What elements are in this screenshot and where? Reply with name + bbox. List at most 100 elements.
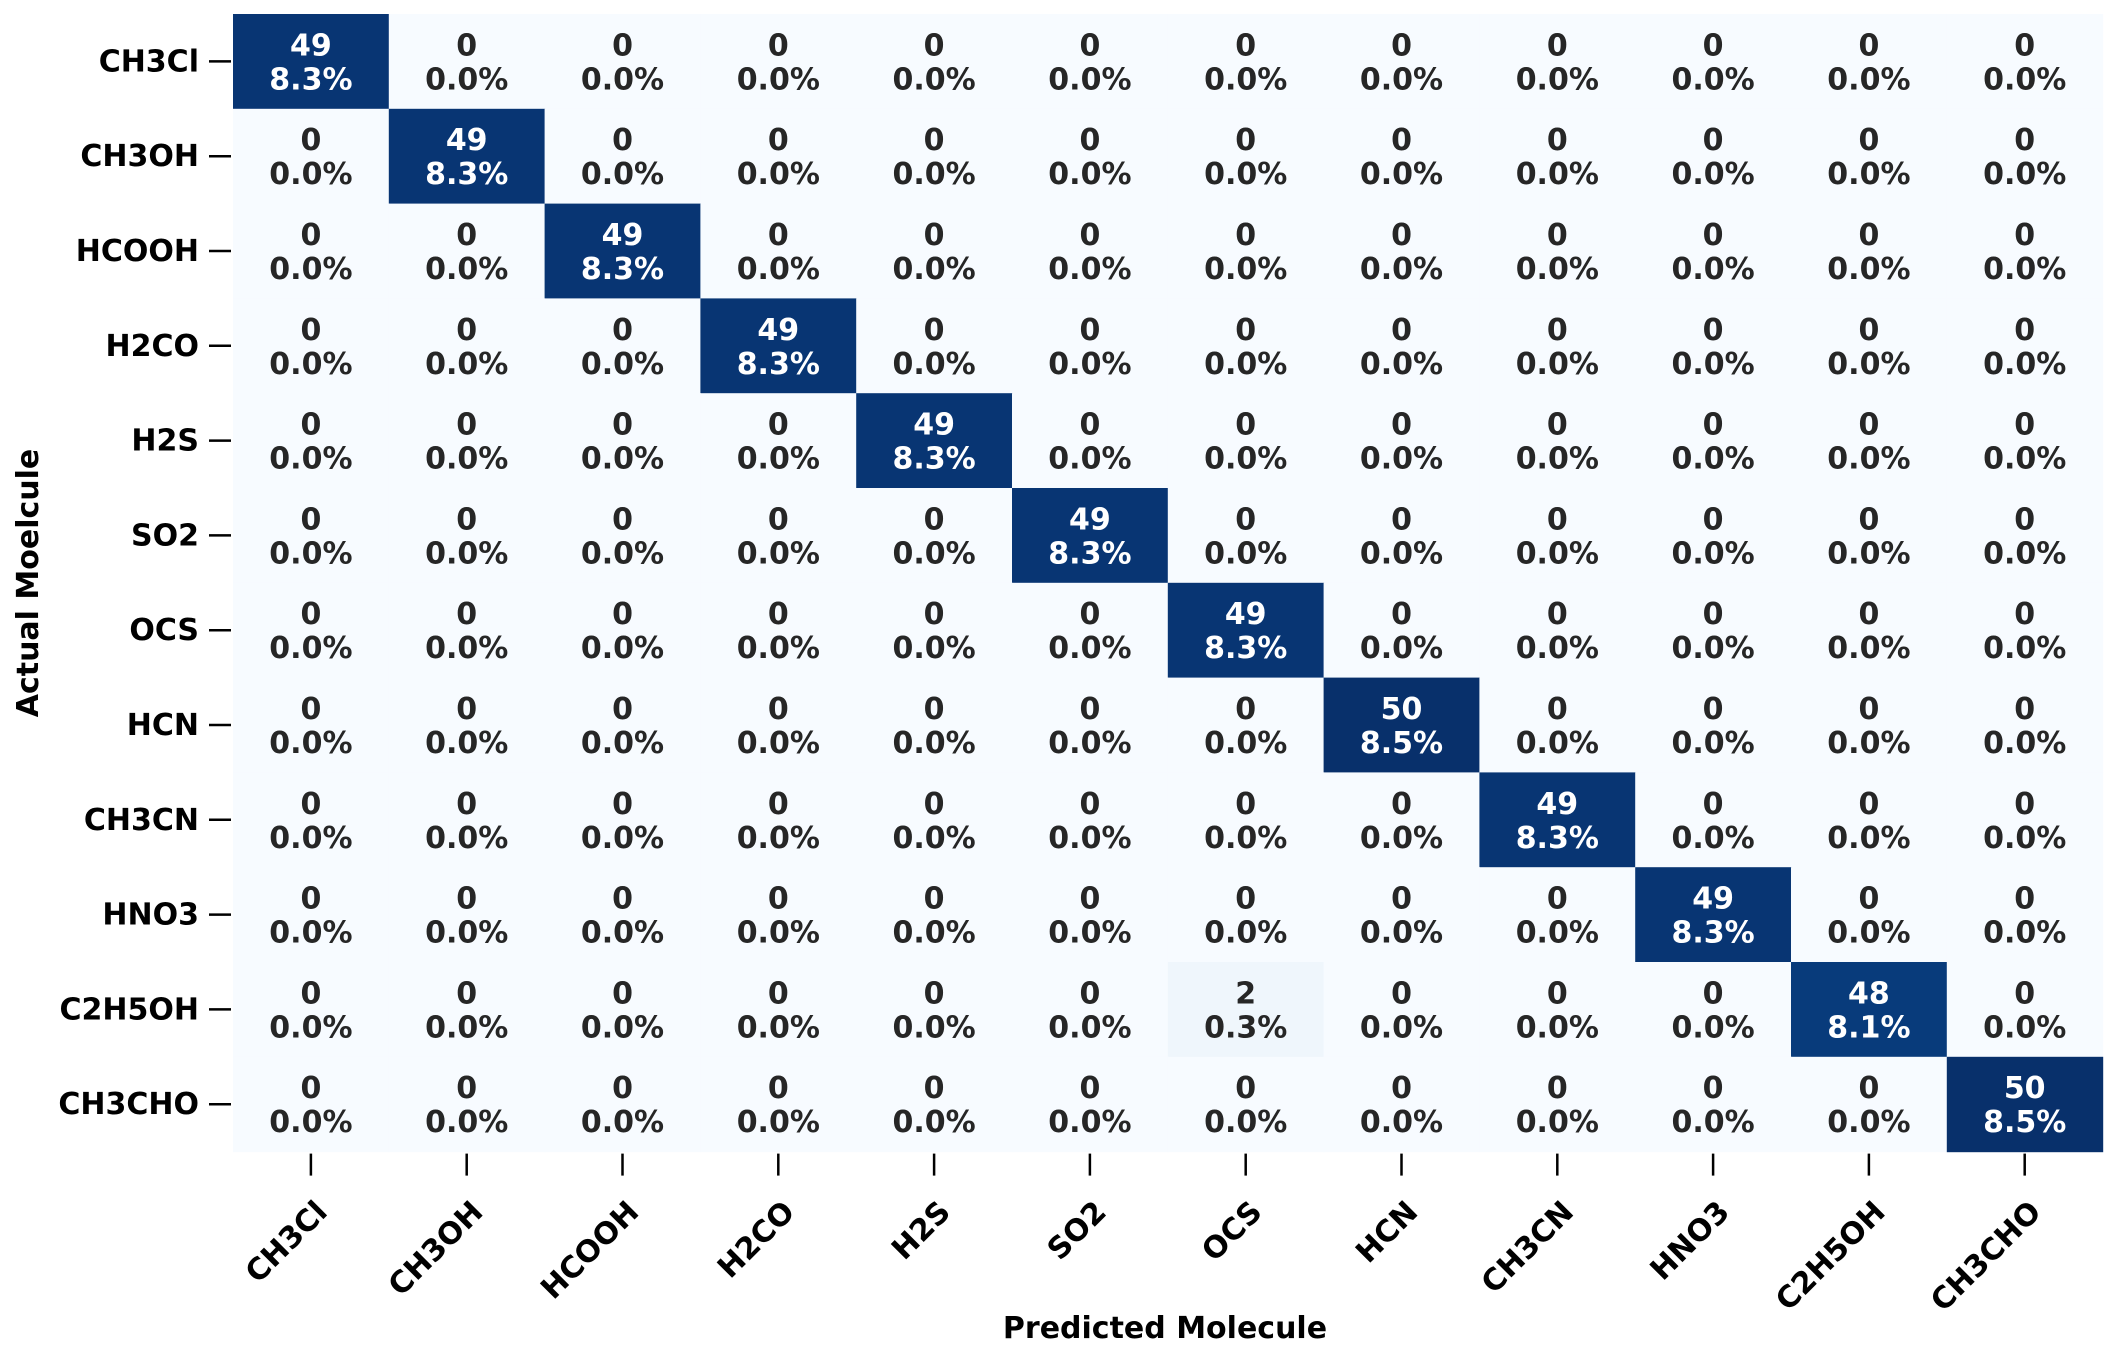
heatmap-cell bbox=[1167, 14, 1325, 110]
cell-percent-label: 0.0% bbox=[425, 916, 508, 951]
cell-percent-label: 0.0% bbox=[1048, 1010, 1131, 1045]
heatmap-cell bbox=[1946, 298, 2104, 394]
cell-percent-label: 8.3% bbox=[737, 347, 820, 382]
heatmap-cell bbox=[1323, 488, 1480, 584]
heatmap-cell bbox=[1012, 677, 1169, 773]
cell-count-label: 0 bbox=[924, 976, 945, 1011]
x-tick-label: H2CO bbox=[711, 1195, 802, 1286]
cell-percent-label: 0.0% bbox=[425, 821, 508, 856]
cell-percent-label: 0.0% bbox=[1671, 821, 1754, 856]
cell-count-label: 0 bbox=[1079, 1071, 1100, 1106]
cell-percent-label: 0.0% bbox=[1671, 347, 1754, 382]
cell-percent-label: 0.0% bbox=[1360, 821, 1443, 856]
cell-percent-label: 0.0% bbox=[1204, 252, 1287, 287]
cell-count-label: 0 bbox=[456, 502, 477, 537]
heatmap-cell bbox=[1946, 203, 2104, 299]
cell-count-label: 0 bbox=[1547, 502, 1568, 537]
cell-count-label: 0 bbox=[768, 28, 789, 63]
heatmap-cell-labels: 498.3%00.0%00.0%00.0%00.0%00.0%00.0%00.0… bbox=[269, 28, 2066, 1140]
y-tick-label: OCS bbox=[129, 613, 199, 648]
cell-count-label: 0 bbox=[1547, 976, 1568, 1011]
cell-percent-label: 0.0% bbox=[581, 347, 664, 382]
cell-percent-label: 0.0% bbox=[1827, 252, 1910, 287]
cell-percent-label: 0.0% bbox=[1983, 821, 2066, 856]
cell-count-label: 0 bbox=[456, 976, 477, 1011]
cell-percent-label: 0.0% bbox=[1360, 442, 1443, 477]
cell-count-label: 0 bbox=[768, 1071, 789, 1106]
cell-percent-label: 0.0% bbox=[1048, 252, 1131, 287]
heatmap-cell bbox=[856, 393, 1013, 489]
cell-count-label: 50 bbox=[1381, 692, 1423, 727]
cell-percent-label: 0.0% bbox=[1516, 442, 1599, 477]
cell-percent-label: 0.0% bbox=[1360, 536, 1443, 571]
heatmap-cell bbox=[544, 488, 701, 584]
y-tick-label: HNO3 bbox=[102, 898, 199, 933]
cell-count-label: 0 bbox=[924, 1071, 945, 1106]
y-tick-label: CH3CHO bbox=[58, 1087, 199, 1122]
cell-percent-label: 0.0% bbox=[737, 726, 820, 761]
cell-count-label: 49 bbox=[1069, 502, 1111, 537]
cell-count-label: 0 bbox=[300, 408, 321, 443]
cell-percent-label: 0.0% bbox=[1360, 1010, 1443, 1045]
heatmap-cell bbox=[1167, 867, 1325, 963]
cell-count-label: 48 bbox=[1848, 976, 1890, 1011]
heatmap-cell bbox=[1946, 14, 2104, 110]
cell-count-label: 0 bbox=[924, 502, 945, 537]
cell-count-label: 0 bbox=[1703, 313, 1724, 348]
cell-count-label: 0 bbox=[300, 976, 321, 1011]
cell-count-label: 0 bbox=[1858, 408, 1879, 443]
cell-percent-label: 0.0% bbox=[425, 1105, 508, 1140]
heatmap-cell bbox=[1946, 108, 2104, 205]
cell-count-label: 0 bbox=[456, 408, 477, 443]
heatmap-cell bbox=[233, 488, 390, 584]
cell-percent-label: 0.0% bbox=[1516, 726, 1599, 761]
cell-percent-label: 0.0% bbox=[1204, 157, 1287, 192]
heatmap-cell bbox=[1946, 962, 2104, 1058]
x-tick-label: HNO3 bbox=[1644, 1195, 1737, 1288]
cell-percent-label: 0.0% bbox=[425, 442, 508, 477]
heatmap-cell bbox=[1635, 772, 1792, 868]
heatmap-cell bbox=[388, 393, 546, 489]
heatmap-cell bbox=[388, 203, 546, 299]
cell-percent-label: 0.0% bbox=[892, 916, 975, 951]
cell-percent-label: 0.0% bbox=[269, 252, 352, 287]
y-tick-label: HCOOH bbox=[76, 234, 199, 269]
cell-percent-label: 0.0% bbox=[892, 62, 975, 97]
cell-percent-label: 0.0% bbox=[737, 916, 820, 951]
cell-count-label: 0 bbox=[1079, 787, 1100, 822]
cell-count-label: 0 bbox=[1858, 123, 1879, 158]
cell-count-label: 0 bbox=[1547, 408, 1568, 443]
cell-count-label: 0 bbox=[456, 218, 477, 253]
cell-count-label: 0 bbox=[456, 787, 477, 822]
heatmap-cell bbox=[233, 298, 390, 394]
cell-count-label: 0 bbox=[1079, 408, 1100, 443]
heatmap-cell bbox=[1791, 962, 1948, 1058]
cell-count-label: 0 bbox=[612, 313, 633, 348]
cell-percent-label: 0.0% bbox=[1204, 536, 1287, 571]
cell-count-label: 0 bbox=[768, 692, 789, 727]
cell-percent-label: 0.0% bbox=[737, 157, 820, 192]
cell-count-label: 0 bbox=[2014, 597, 2035, 632]
cell-percent-label: 0.0% bbox=[1516, 347, 1599, 382]
cell-count-label: 0 bbox=[1391, 408, 1412, 443]
y-tick-label: HCN bbox=[127, 708, 199, 743]
cell-count-label: 49 bbox=[757, 313, 799, 348]
cell-percent-label: 0.0% bbox=[1360, 347, 1443, 382]
y-tick-label: C2H5OH bbox=[60, 992, 199, 1027]
cell-count-label: 0 bbox=[1547, 692, 1568, 727]
cell-count-label: 0 bbox=[1703, 1071, 1724, 1106]
heatmap-cell bbox=[1479, 962, 1636, 1058]
cell-count-label: 0 bbox=[300, 502, 321, 537]
heatmap-cell bbox=[544, 867, 701, 963]
cell-percent-label: 0.0% bbox=[581, 1010, 664, 1045]
heatmap-cell bbox=[1635, 488, 1792, 584]
cell-percent-label: 0.0% bbox=[1360, 1105, 1443, 1140]
heatmap-cell bbox=[1479, 772, 1636, 868]
cell-count-label: 0 bbox=[924, 787, 945, 822]
cell-count-label: 0 bbox=[1391, 787, 1412, 822]
heatmap-cell bbox=[233, 1056, 390, 1153]
cell-count-label: 0 bbox=[1391, 313, 1412, 348]
heatmap-cell bbox=[1167, 962, 1325, 1058]
cell-percent-label: 0.0% bbox=[425, 536, 508, 571]
cell-count-label: 0 bbox=[612, 882, 633, 917]
